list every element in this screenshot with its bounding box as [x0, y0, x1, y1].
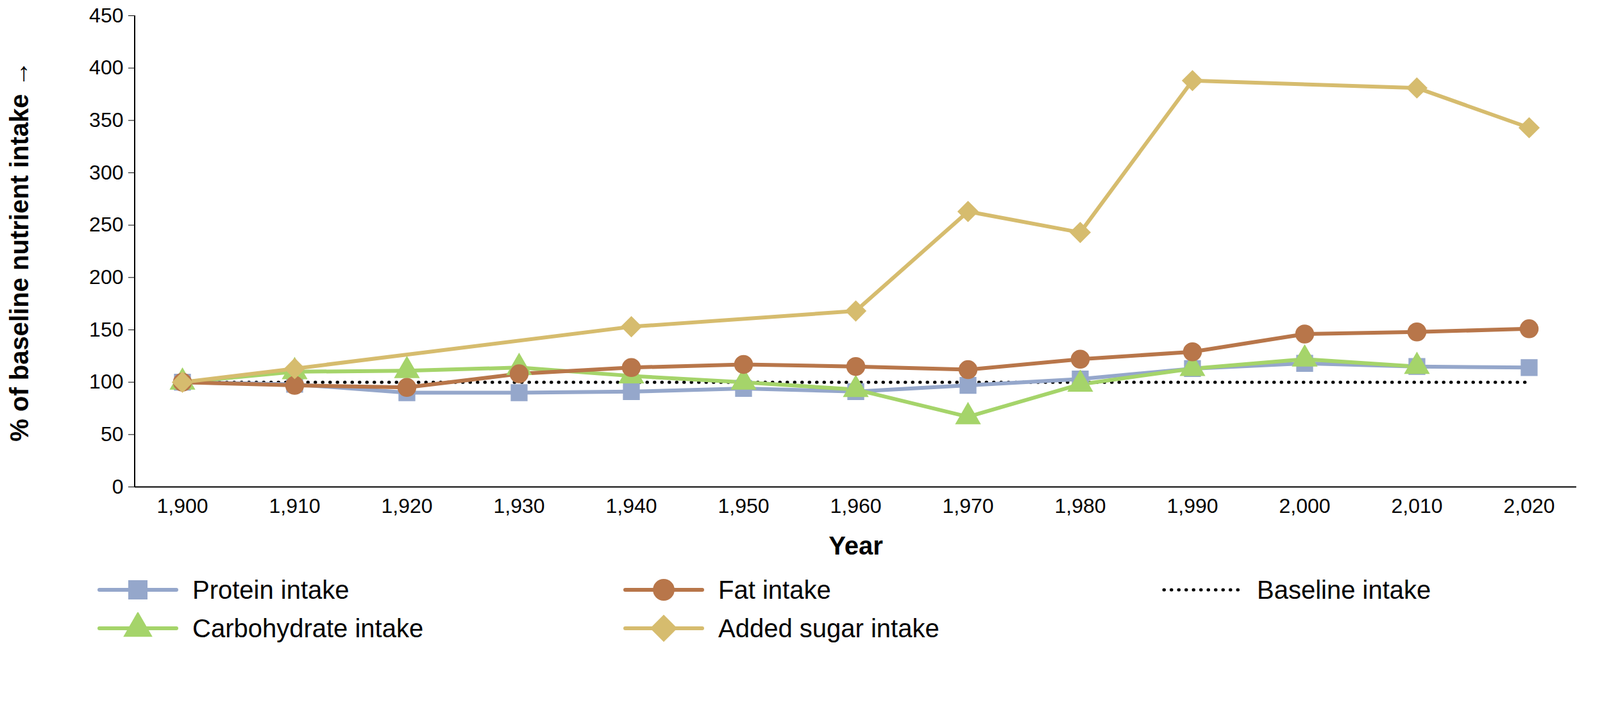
svg-text:300: 300: [89, 160, 124, 185]
svg-text:0: 0: [112, 475, 124, 499]
svg-text:Year: Year: [828, 531, 884, 560]
svg-text:1,980: 1,980: [1054, 494, 1106, 518]
svg-text:2,020: 2,020: [1503, 494, 1555, 518]
html-text:Added sugar intake: Added sugar intake: [718, 614, 940, 643]
svg-text:200: 200: [89, 265, 124, 289]
svg-text:450: 450: [89, 3, 124, 27]
svg-text:250: 250: [89, 212, 124, 236]
svg-text:350: 350: [89, 108, 124, 132]
html-text:Protein intake: Protein intake: [192, 575, 350, 604]
svg-text:1,990: 1,990: [1166, 494, 1218, 518]
svg-text:1,930: 1,930: [493, 494, 545, 518]
svg-text:1,940: 1,940: [605, 494, 657, 518]
html-text:Baseline intake: Baseline intake: [1256, 575, 1431, 604]
svg-text:50: 50: [100, 422, 124, 446]
svg-text:% of baseline nutrient intake: % of baseline nutrient intake →: [5, 60, 34, 442]
svg-text:1,920: 1,920: [380, 494, 433, 518]
svg-text:1,950: 1,950: [717, 494, 769, 518]
svg-text:400: 400: [89, 55, 124, 79]
svg-text:2,000: 2,000: [1278, 494, 1331, 518]
svg-text:1,910: 1,910: [268, 494, 320, 518]
svg-text:2,010: 2,010: [1390, 494, 1443, 518]
html-text:Carbohydrate intake: Carbohydrate intake: [192, 614, 424, 643]
html-text:Fat intake: Fat intake: [718, 575, 831, 604]
svg-text:1,970: 1,970: [942, 494, 994, 518]
svg-text:1,900: 1,900: [156, 494, 208, 518]
svg-text:1,960: 1,960: [829, 494, 882, 518]
svg-text:100: 100: [89, 370, 124, 394]
svg-text:150: 150: [89, 318, 124, 342]
